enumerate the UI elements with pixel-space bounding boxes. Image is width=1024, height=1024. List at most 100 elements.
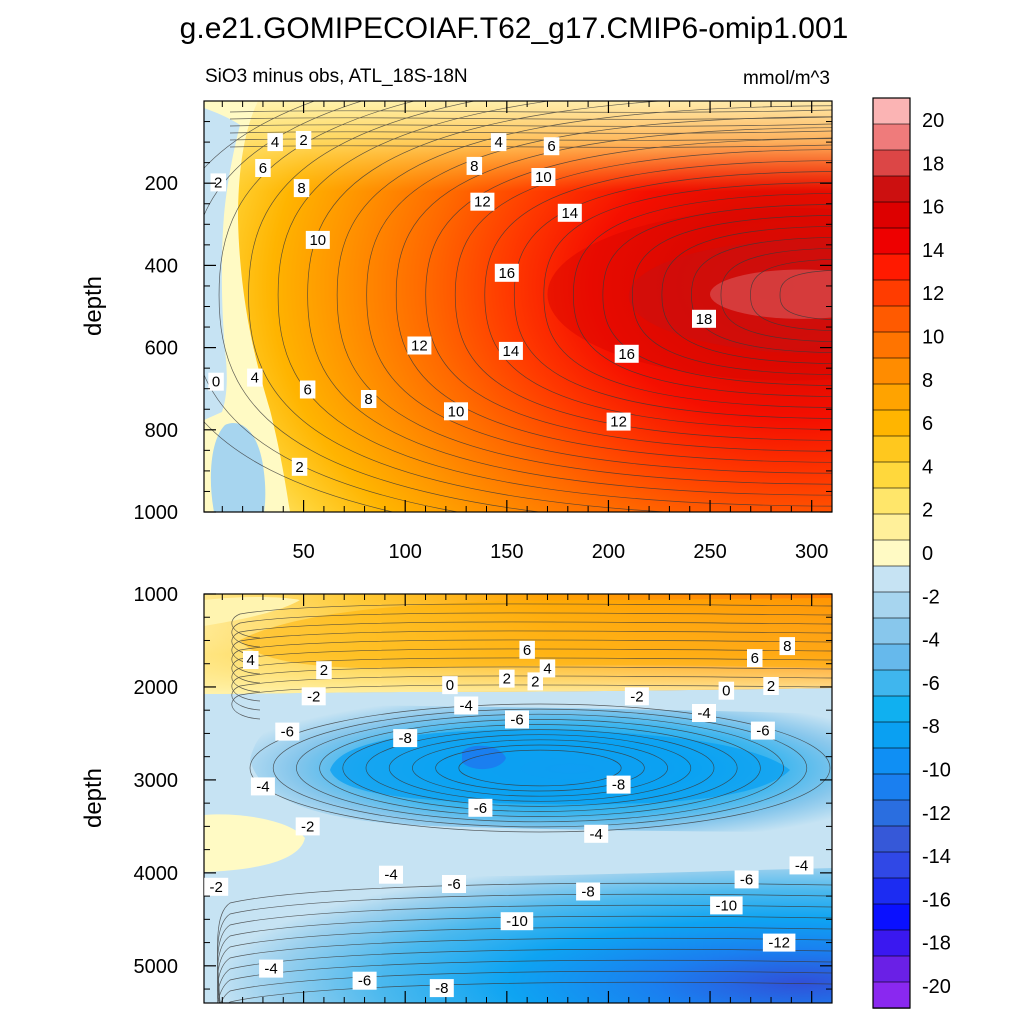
contour-label: 12	[470, 192, 495, 211]
contour-label-text: 4	[271, 134, 279, 151]
contour-label-text: -10	[715, 897, 737, 914]
y-tick-label: 5000	[134, 956, 179, 978]
contour-label: -10	[500, 912, 534, 931]
colorbar-box	[872, 643, 911, 671]
contour-label: -2	[295, 817, 320, 836]
figure-title: g.e21.GOMIPECOIAF.T62_g17.CMIP6-omip1.00…	[180, 12, 849, 45]
contour-line	[691, 237, 832, 353]
contour-label-text: 2	[295, 459, 303, 476]
colorbar-box	[872, 357, 911, 385]
colorbar-box	[872, 825, 911, 853]
contour-line	[218, 101, 544, 512]
contour-label: -2	[624, 687, 649, 706]
contour-label: 4	[539, 659, 556, 678]
contour-label-text: 4	[251, 370, 259, 387]
contour-label-text: 0	[446, 677, 454, 694]
contour-label: -4	[692, 704, 716, 722]
x-tick-label: 50	[292, 541, 314, 563]
y-tick-label: 200	[145, 173, 178, 195]
contour-label: 2	[527, 672, 543, 691]
colorbar-box	[872, 565, 911, 593]
lower-warm-core	[240, 598, 832, 669]
contour-label: -10	[710, 896, 743, 915]
colorbar-label: 14	[922, 240, 944, 262]
contour-label-text: -6	[474, 800, 487, 817]
contour-label-text: 4	[495, 134, 503, 151]
contour-line	[454, 149, 832, 441]
contour-label: 16	[614, 344, 639, 363]
contour-label-text: 16	[618, 346, 635, 363]
field-core-18	[710, 269, 832, 319]
lower-mid-core	[330, 729, 790, 805]
contour-line	[661, 226, 832, 364]
contour-label-text: -6	[281, 724, 294, 741]
colorbar-box	[872, 435, 911, 463]
colorbar-label: 8	[922, 370, 933, 392]
colorbar-box	[872, 279, 911, 307]
contour-line	[336, 105, 832, 485]
colorbar-box	[872, 617, 911, 645]
contour-line	[217, 959, 832, 1003]
colorbar-box	[872, 721, 911, 749]
contour-label-text: -2	[301, 818, 314, 835]
upper-y-axis-title: depth	[80, 276, 107, 336]
contour-label-text: 16	[498, 265, 515, 282]
contour-line	[248, 101, 674, 512]
colorbar-box	[872, 305, 911, 333]
contour-line	[307, 101, 832, 496]
colorbar-label: 2	[922, 500, 933, 522]
contour-label-text: -6	[740, 871, 753, 888]
contour-label: 12	[606, 412, 631, 431]
colorbar-frame	[872, 97, 911, 1009]
contour-line	[435, 744, 645, 792]
colorbar-label: -10	[922, 760, 951, 782]
contour-label-text: 2	[503, 671, 511, 688]
contour-label: 0	[718, 681, 735, 700]
contour-label: 6	[255, 159, 271, 177]
colorbar-box	[872, 149, 911, 177]
contour-label: -4	[250, 777, 275, 796]
colorbar-box	[872, 253, 911, 281]
contour-label-text: 2	[214, 174, 222, 191]
contour-line	[632, 215, 832, 375]
contour-label-text: 8	[297, 180, 305, 197]
contour-label-text: 14	[561, 205, 578, 222]
colorbar-box	[872, 747, 911, 775]
contour-label-text: 18	[696, 311, 713, 328]
contour-label-text: -2	[307, 688, 320, 705]
contour-label-text: 12	[474, 194, 491, 211]
contour-line	[217, 948, 832, 1003]
contour-label: -4	[454, 696, 479, 715]
contour-label-text: 6	[304, 382, 312, 399]
contour-label-text: -4	[795, 857, 808, 874]
x-tick-label: 100	[389, 541, 422, 563]
chart-subtitle: SiO3 minus obs, ATL_18S-18N	[205, 66, 468, 87]
lower-panel: 46 862 24-20 2-2 0 2-4-6 -4-6 -8 -6-4 -8-6-2 -4-4-…	[80, 584, 833, 1004]
contour-label-text: 0	[722, 683, 730, 700]
colorbar-label: 20	[922, 110, 944, 132]
contour-label: 0	[442, 676, 458, 695]
contour-label: 6	[519, 640, 535, 659]
contour-line	[231, 675, 832, 711]
colorbar: 20181614121086420-2-4-6-8-10-12-14-16-18…	[872, 97, 951, 1009]
colorbar-label: -18	[922, 933, 951, 955]
contour-label: 2	[295, 131, 312, 149]
contour-label: 10	[444, 402, 468, 421]
contour-line	[217, 926, 832, 1003]
contour-label: -12	[762, 933, 796, 952]
y-tick-label: 2000	[134, 677, 179, 699]
contour-label-text: 14	[503, 343, 520, 360]
contour-label: 18	[692, 309, 716, 328]
colorbar-box	[872, 799, 911, 827]
contour-label-text: 4	[543, 660, 551, 677]
contour-label: -4	[584, 824, 609, 843]
contour-line	[296, 713, 784, 823]
contour-label: -8	[429, 979, 454, 998]
contour-line	[572, 193, 832, 397]
colorbar-label: -2	[922, 586, 940, 608]
contour-label: -8	[606, 775, 631, 794]
contour-line	[231, 648, 832, 684]
contour-label-text: -4	[590, 826, 603, 843]
